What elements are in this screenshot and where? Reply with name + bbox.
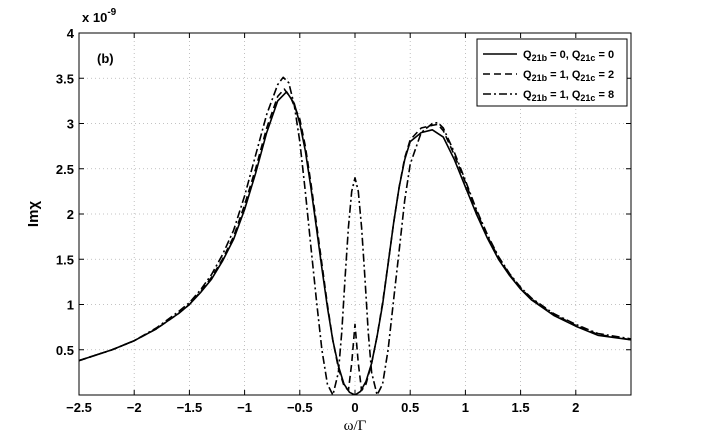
x-tick-label: 2 [572,400,579,415]
x-tick-label: −2.5 [66,400,92,415]
legend-entry-2: Q21b = 1, Q21c = 2 [523,69,614,83]
x-tick-label: 1 [462,400,469,415]
y-tick-label: 3.5 [56,71,74,86]
x-tick-label: −1 [237,400,252,415]
panel-label: (b) [97,51,114,66]
grid-lines [79,33,631,395]
y-axis-label: Imχ [25,201,42,228]
x-tick-label: 0.5 [401,400,419,415]
x-axis-label: ω/Γ [344,418,367,434]
y-tick-label: 2.5 [56,162,74,177]
y-tick-label: 0.5 [56,343,74,358]
axis-ticks: −2.5 −2 −1.5 −1 −0.5 0 0.5 1 1.5 2 0.5 1 1.5 2 2.5 3 3.5… [56,26,631,415]
legend-box [476,38,628,107]
y-tick-label: 1.5 [56,252,74,267]
x-tick-label: −0.5 [287,400,313,415]
legend-entry-1: Q21b = 0, Q21c = 0 [523,49,614,63]
x-tick-label: 0 [351,400,358,415]
y-multiplier: x 10-9 [82,7,117,25]
x-tick-label: 1.5 [512,400,530,415]
series-line-1 [79,91,631,395]
legend: Q21b = 0, Q21c = 0 Q21b = 1, Q21c = 2 Q21b… [476,38,628,107]
series-layer [79,76,631,395]
series-line-2 [79,88,631,392]
x-tick-label: −1.5 [177,400,203,415]
y-tick-label: 2 [67,207,74,222]
series-line-3 [79,76,631,395]
y-tick-label: 1 [67,298,74,313]
y-tick-label: 4 [67,26,75,41]
legend-entry-3: Q21b = 1, Q21c = 8 [523,89,614,103]
x-tick-label: −2 [127,400,142,415]
y-tick-label: 3 [67,117,74,132]
